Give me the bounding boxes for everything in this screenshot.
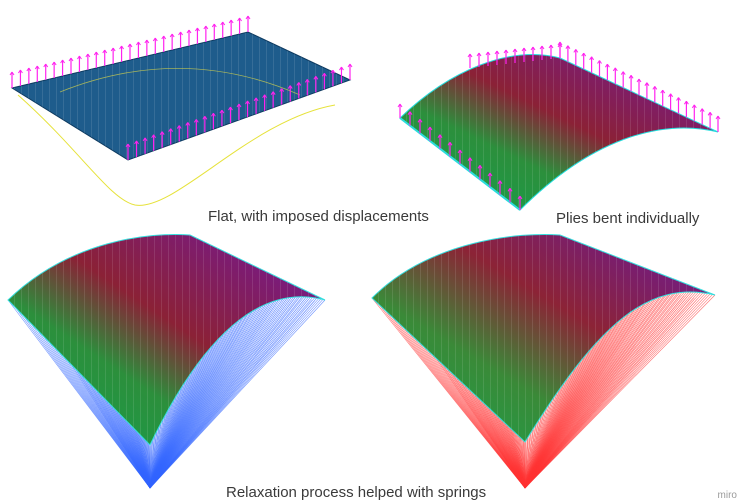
caption-plies: Plies bent individually: [556, 210, 700, 227]
miro-watermark: miro: [717, 490, 737, 501]
ply-bending-arrows: [397, 41, 721, 210]
caption-flat: Flat, with imposed displacements: [208, 208, 429, 225]
imposed-displacement-arrows: [9, 15, 353, 160]
relaxation-blue-panel: [7, 233, 326, 489]
relaxation-red-panel: [371, 233, 716, 489]
flat-plate-panel: [9, 15, 353, 206]
caption-relaxation: Relaxation process helped with springs: [226, 484, 487, 501]
plies-bent-panel: [397, 41, 721, 211]
